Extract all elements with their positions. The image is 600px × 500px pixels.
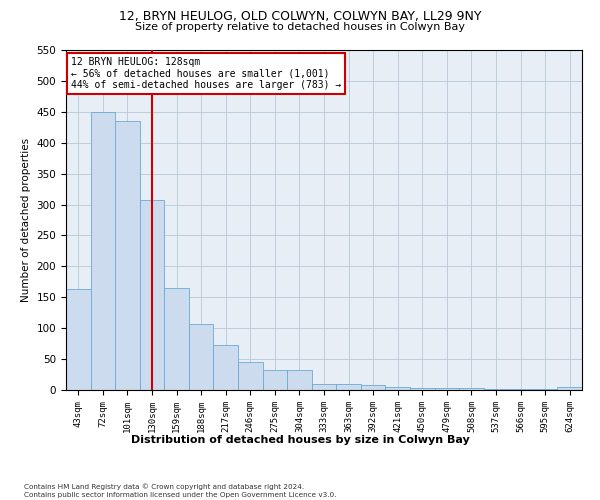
Bar: [336, 384, 361, 390]
Y-axis label: Number of detached properties: Number of detached properties: [21, 138, 31, 302]
Bar: [140, 200, 164, 390]
Text: 12, BRYN HEULOG, OLD COLWYN, COLWYN BAY, LL29 9NY: 12, BRYN HEULOG, OLD COLWYN, COLWYN BAY,…: [119, 10, 481, 23]
Bar: [238, 362, 263, 390]
Bar: [385, 387, 410, 390]
Bar: [312, 384, 336, 390]
Bar: [434, 388, 459, 390]
Bar: [164, 288, 189, 390]
Text: 12 BRYN HEULOG: 128sqm
← 56% of detached houses are smaller (1,001)
44% of semi-: 12 BRYN HEULOG: 128sqm ← 56% of detached…: [71, 57, 341, 90]
Bar: [287, 370, 312, 390]
Bar: [459, 388, 484, 390]
Text: Size of property relative to detached houses in Colwyn Bay: Size of property relative to detached ho…: [135, 22, 465, 32]
Bar: [66, 289, 91, 390]
Bar: [484, 389, 508, 390]
Bar: [263, 370, 287, 390]
Bar: [557, 387, 582, 390]
Bar: [214, 345, 238, 390]
Bar: [115, 121, 140, 390]
Bar: [189, 324, 214, 390]
Bar: [91, 112, 115, 390]
Bar: [361, 385, 385, 390]
Text: Distribution of detached houses by size in Colwyn Bay: Distribution of detached houses by size …: [131, 435, 469, 445]
Text: Contains HM Land Registry data © Crown copyright and database right 2024.
Contai: Contains HM Land Registry data © Crown c…: [24, 484, 337, 498]
Bar: [410, 388, 434, 390]
